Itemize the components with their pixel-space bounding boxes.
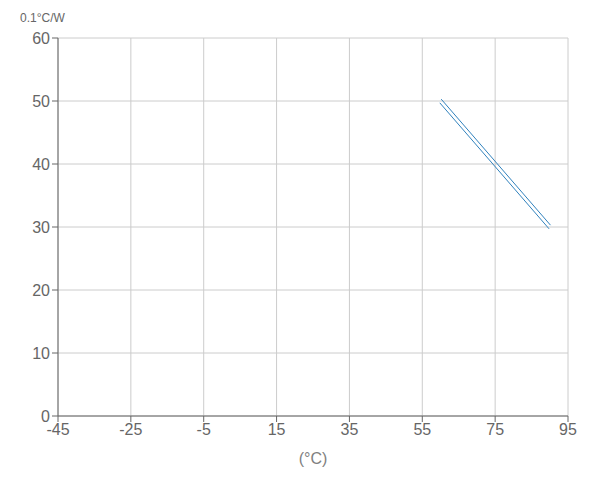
svg-text:75: 75 (486, 421, 504, 438)
svg-text:30: 30 (32, 219, 50, 236)
svg-text:35: 35 (341, 421, 359, 438)
svg-text:40: 40 (32, 156, 50, 173)
svg-text:10: 10 (32, 345, 50, 362)
svg-text:0: 0 (41, 408, 50, 425)
svg-text:60: 60 (32, 30, 50, 47)
svg-text:15: 15 (268, 421, 286, 438)
svg-text:-25: -25 (119, 421, 142, 438)
svg-text:55: 55 (413, 421, 431, 438)
svg-text:50: 50 (32, 93, 50, 110)
svg-text:-45: -45 (46, 421, 70, 439)
svg-text:20: 20 (32, 282, 50, 299)
html-text:0.1°C/W: 0.1°C/W (20, 11, 65, 25)
svg-text:(°C): (°C) (299, 450, 328, 467)
svg-text:-5: -5 (197, 421, 211, 438)
svg-text:95: 95 (559, 421, 577, 438)
